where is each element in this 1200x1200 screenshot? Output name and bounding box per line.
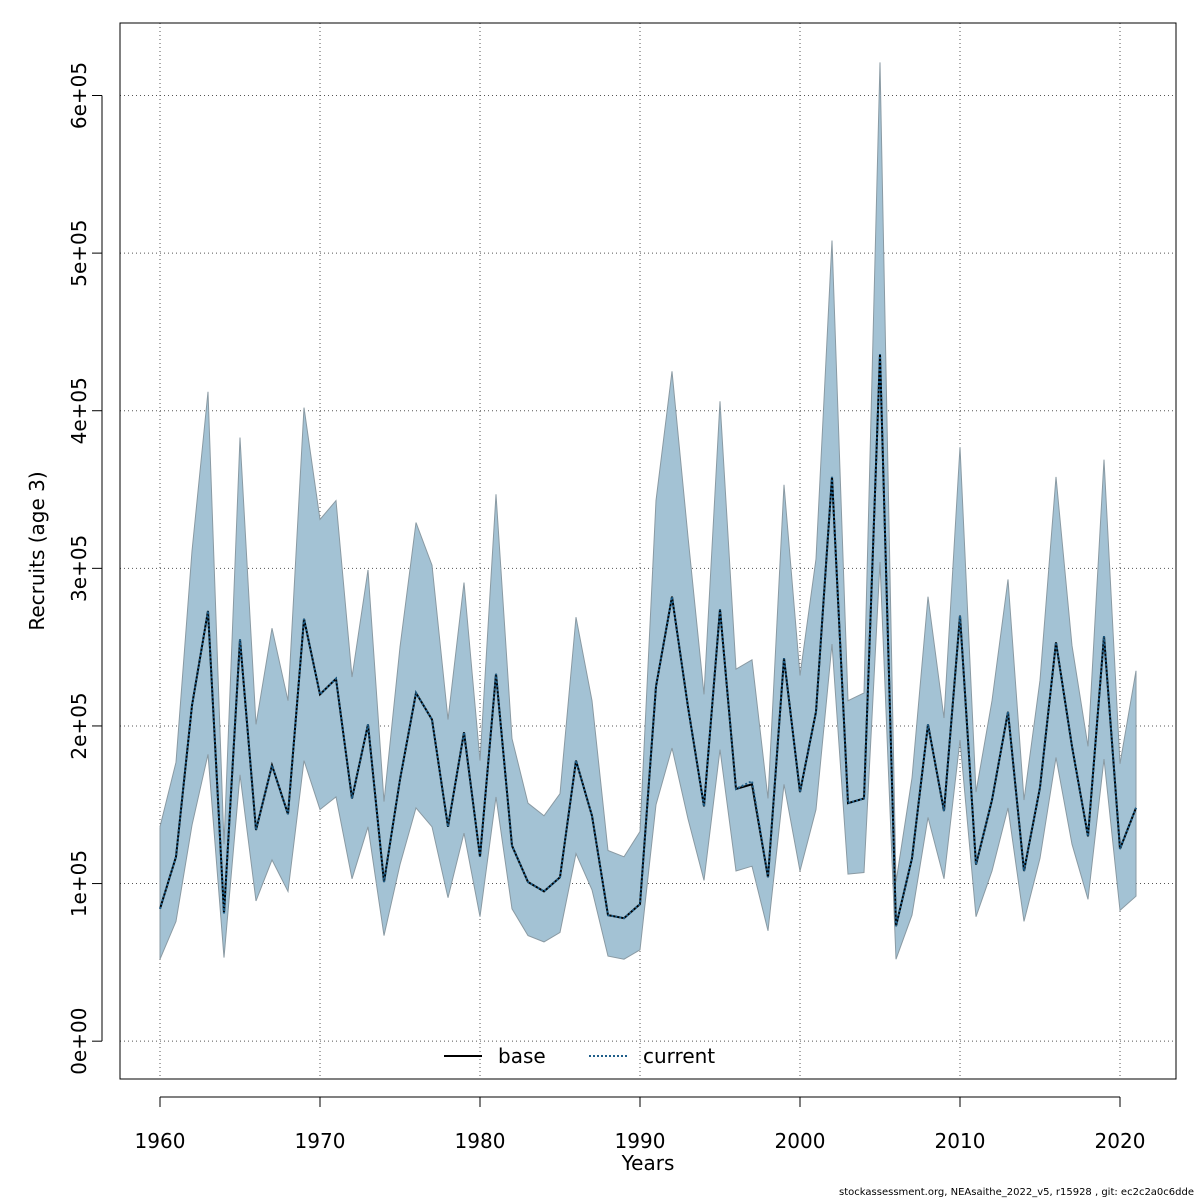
x-tick-label: 1960 — [135, 1129, 186, 1153]
plot-frame — [119, 22, 1177, 1080]
legend-base-label: base — [498, 1044, 546, 1068]
x-axis: 1960 1970 1980 1990 2000 2010 2020 — [135, 1096, 1146, 1153]
x-tick-label: 2020 — [1095, 1129, 1146, 1153]
series-line-base — [159, 353, 1137, 927]
x-tick-label: 1990 — [615, 1129, 666, 1153]
y-tick-label: 1e+05 — [67, 850, 91, 917]
y-tick-label: 6e+05 — [67, 62, 91, 129]
y-axis: 0e+00 1e+05 2e+05 3e+05 4e+05 5e+05 6e+05 — [67, 62, 103, 1075]
x-tick-label: 1980 — [455, 1129, 506, 1153]
x-axis-title: Years — [621, 1151, 675, 1175]
y-axis-title: Recruits (age 3) — [25, 471, 49, 630]
x-tick-label: 2010 — [935, 1129, 986, 1153]
y-tick-label: 5e+05 — [67, 219, 91, 286]
x-tick-label: 2000 — [775, 1129, 826, 1153]
series-lines — [159, 353, 1137, 927]
confidence-band-area — [159, 62, 1137, 960]
y-tick-label: 4e+05 — [67, 377, 91, 444]
grid-lines — [120, 23, 1176, 1079]
legend-current-label: current — [643, 1044, 715, 1068]
y-tick-label: 3e+05 — [67, 535, 91, 602]
x-tick-label: 1970 — [295, 1129, 346, 1153]
y-tick-label: 0e+00 — [67, 1008, 91, 1075]
confidence-band — [159, 62, 1137, 960]
legend: base current — [444, 1044, 715, 1068]
footer-caption: stockassessment.org, NEAsaithe_2022_v5, … — [839, 1187, 1194, 1198]
y-tick-label: 2e+05 — [67, 692, 91, 759]
